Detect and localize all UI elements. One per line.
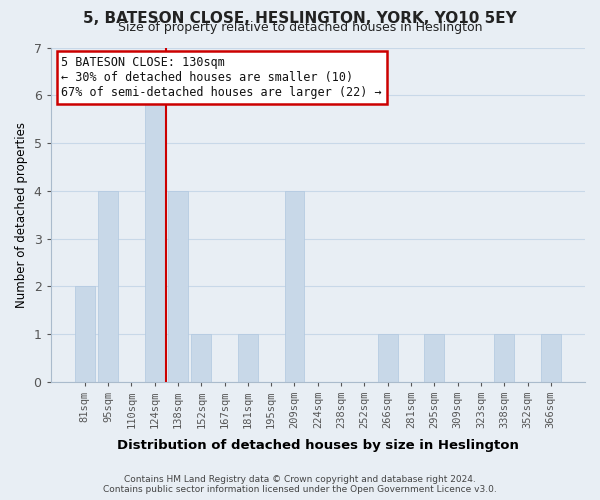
Bar [424,334,444,382]
Bar [145,96,164,382]
Bar [541,334,561,382]
Bar [75,286,95,382]
Text: 5, BATESON CLOSE, HESLINGTON, YORK, YO10 5EY: 5, BATESON CLOSE, HESLINGTON, YORK, YO10… [83,11,517,26]
Bar [378,334,398,382]
X-axis label: Distribution of detached houses by size in Heslington: Distribution of detached houses by size … [117,440,519,452]
Bar [191,334,211,382]
Y-axis label: Number of detached properties: Number of detached properties [15,122,28,308]
Bar [98,191,118,382]
Text: 5 BATESON CLOSE: 130sqm
← 30% of detached houses are smaller (10)
67% of semi-de: 5 BATESON CLOSE: 130sqm ← 30% of detache… [61,56,382,99]
Bar [238,334,258,382]
Text: Contains HM Land Registry data © Crown copyright and database right 2024.
Contai: Contains HM Land Registry data © Crown c… [103,474,497,494]
Bar [494,334,514,382]
Bar [284,191,304,382]
Text: Size of property relative to detached houses in Heslington: Size of property relative to detached ho… [118,21,482,34]
Bar [168,191,188,382]
